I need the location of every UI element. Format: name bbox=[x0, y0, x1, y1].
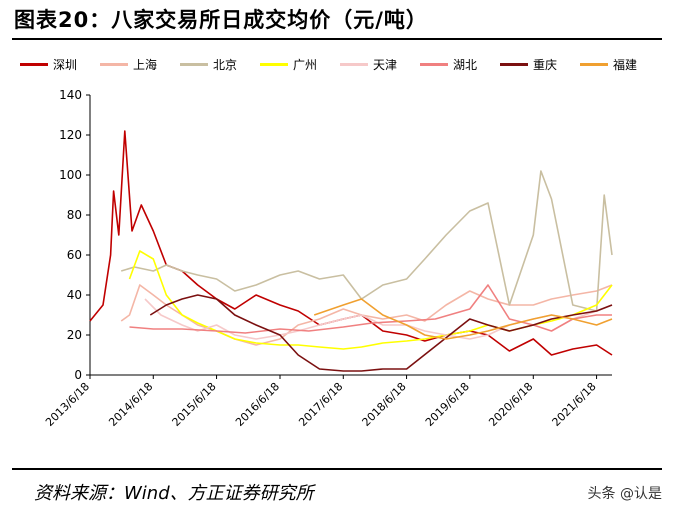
x-tick-label: 2018/6/18 bbox=[360, 380, 409, 429]
series-line-3 bbox=[120, 170, 613, 312]
legend-label: 福建 bbox=[613, 58, 638, 72]
legend-item: 深圳 bbox=[20, 56, 77, 73]
line-chart: 0 20 40 60 80 100 120 140 2013/6/18 2014/6/18 2015… bbox=[43, 88, 613, 429]
legend-swatch bbox=[100, 63, 128, 66]
legend-item: 上海 bbox=[100, 56, 157, 73]
legend-item: 北京 bbox=[180, 56, 237, 73]
legend-item: 福建 bbox=[580, 56, 637, 73]
chart-legend: 深圳 上海 北京 广州 天津 湖北 重庆 福建 bbox=[20, 56, 660, 74]
legend-label: 湖北 bbox=[453, 58, 478, 72]
y-tick-label: 60 bbox=[67, 248, 82, 262]
x-tick-label: 2019/6/18 bbox=[423, 380, 472, 429]
legend-label: 北京 bbox=[213, 58, 238, 72]
x-tick-label: 2016/6/18 bbox=[233, 380, 282, 429]
legend-item: 重庆 bbox=[500, 56, 557, 73]
watermark: 头条 @认是 bbox=[587, 486, 662, 502]
series-line-7 bbox=[149, 294, 613, 372]
legend-swatch bbox=[420, 63, 448, 66]
legend-label: 重庆 bbox=[533, 58, 558, 72]
legend-item: 广州 bbox=[260, 56, 317, 73]
legend-label: 深圳 bbox=[53, 58, 78, 72]
source-note: 资料来源：Wind、方正证券研究所 bbox=[34, 483, 314, 504]
y-tick-label: 0 bbox=[74, 368, 82, 382]
y-tick-label: 20 bbox=[67, 328, 82, 342]
x-tick-label: 2017/6/18 bbox=[296, 380, 345, 429]
legend-swatch bbox=[260, 63, 288, 66]
y-tick-label: 100 bbox=[59, 168, 82, 182]
y-tick-label: 80 bbox=[67, 208, 82, 222]
x-tick-label: 2021/6/18 bbox=[550, 380, 599, 429]
legend-label: 广州 bbox=[293, 58, 318, 72]
legend-swatch bbox=[20, 63, 48, 66]
y-tick-label: 120 bbox=[59, 128, 82, 142]
series-line-6 bbox=[129, 284, 612, 334]
series-line-4 bbox=[128, 250, 613, 350]
legend-swatch bbox=[180, 63, 208, 66]
legend-swatch bbox=[340, 63, 368, 66]
x-tick-label: 2020/6/18 bbox=[486, 380, 535, 429]
legend-swatch bbox=[500, 63, 528, 66]
legend-swatch bbox=[580, 63, 608, 66]
series-line-2 bbox=[120, 284, 613, 346]
legend-label: 上海 bbox=[133, 58, 158, 72]
series-line-1 bbox=[89, 130, 613, 356]
title-divider bbox=[12, 38, 662, 40]
x-tick-label: 2013/6/18 bbox=[43, 380, 92, 429]
legend-item: 天津 bbox=[340, 56, 397, 73]
legend-label: 天津 bbox=[373, 58, 398, 72]
series-line-8 bbox=[313, 298, 613, 340]
page-title: 图表20：八家交易所日成交均价（元/吨） bbox=[14, 8, 428, 32]
y-tick-label: 40 bbox=[67, 288, 82, 302]
x-tick-label: 2014/6/18 bbox=[106, 380, 155, 429]
footer-divider bbox=[12, 468, 662, 470]
y-tick-label: 140 bbox=[59, 88, 82, 102]
legend-item: 湖北 bbox=[420, 56, 477, 73]
x-tick-label: 2015/6/18 bbox=[170, 380, 219, 429]
